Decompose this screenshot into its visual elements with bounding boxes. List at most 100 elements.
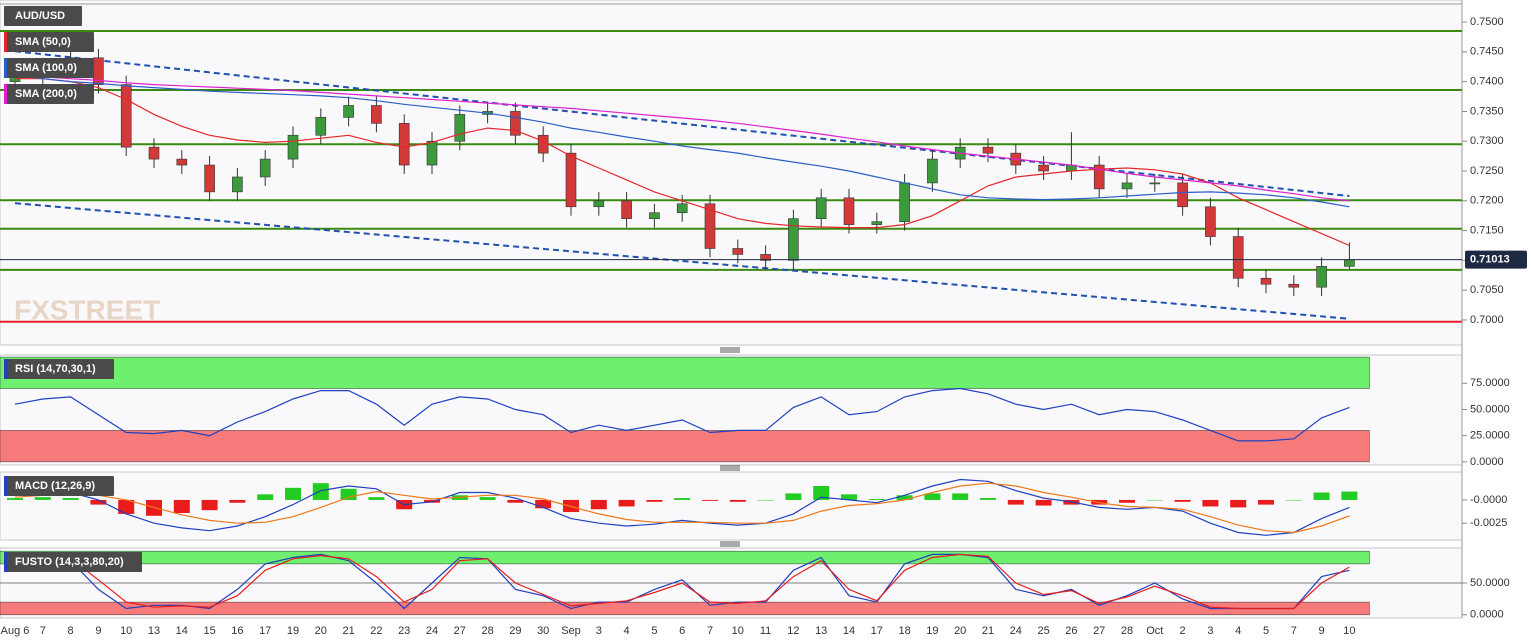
candle-body <box>148 146 160 160</box>
series-line <box>14 553 1350 610</box>
legend-stripe <box>4 359 7 379</box>
y-tick-label: 75.0000 <box>1470 377 1510 389</box>
x-tick-label: 14 <box>176 625 188 637</box>
candle-body <box>510 111 521 136</box>
candle-body <box>1232 236 1244 279</box>
x-tick-label: 18 <box>898 625 910 637</box>
x-tick-label: 21 <box>982 625 994 637</box>
trendline <box>14 50 1350 198</box>
x-tick-label: 19 <box>926 625 938 637</box>
candle-body <box>1344 259 1355 267</box>
histogram-bar <box>118 499 135 514</box>
candle-body <box>1177 182 1188 208</box>
x-tick-label: 19 <box>287 625 299 637</box>
histogram-bar <box>1146 499 1163 501</box>
x-tick-label: 14 <box>843 625 855 637</box>
x-tick-label: Oct <box>1146 625 1163 637</box>
last-price-box <box>1465 250 1527 269</box>
x-tick-label: 6 <box>679 625 685 637</box>
legend-label: FUSTO (14,3,3,80,20) <box>15 556 124 568</box>
x-tick-label: 7 <box>1291 625 1297 637</box>
series-line <box>14 482 1350 534</box>
candle-body <box>760 254 771 261</box>
legend-label: SMA (200,0) <box>15 88 77 100</box>
y-tick-label: 50.0000 <box>1470 403 1510 415</box>
candle-body <box>843 197 855 225</box>
candle-body <box>649 212 660 219</box>
legend-label: SMA (100,0) <box>15 62 77 74</box>
legend-box <box>4 32 94 52</box>
y-tick-label: 0.7450 <box>1470 46 1504 58</box>
main-panel <box>0 0 1463 346</box>
x-tick-label: 17 <box>871 625 883 637</box>
legend-label: MACD (12,26,9) <box>15 480 95 492</box>
candle-body <box>1205 206 1216 237</box>
histogram-bar <box>1341 491 1358 500</box>
x-tick-label: 10 <box>732 625 744 637</box>
legend-box <box>4 552 142 572</box>
histogram-bar <box>896 495 913 500</box>
candle-body <box>1038 164 1049 172</box>
histogram-bar <box>1258 499 1274 505</box>
x-tick-label: 10 <box>120 625 132 637</box>
histogram-bar <box>368 497 385 500</box>
histogram-bar <box>7 498 23 500</box>
legend-box <box>4 6 82 26</box>
histogram-bar <box>507 499 524 503</box>
histogram-bar <box>257 494 274 500</box>
candle-body <box>1149 182 1161 185</box>
candle-body <box>982 146 994 154</box>
histogram-bar <box>62 498 79 500</box>
candle-body <box>1093 164 1105 190</box>
series-line <box>15 78 1350 247</box>
y-tick-label: 50.0000 <box>1470 577 1510 589</box>
x-tick-label: 5 <box>1263 625 1269 637</box>
candle-body <box>676 203 688 214</box>
legend-stripe <box>4 476 7 496</box>
zone-band <box>0 356 1370 389</box>
x-tick-label: 20 <box>954 625 966 637</box>
x-tick-label: Sep <box>561 625 581 637</box>
x-tick-label: 3 <box>596 625 602 637</box>
y-tick-label: -0.0000 <box>1470 494 1507 506</box>
x-tick-label: 16 <box>231 625 243 637</box>
candle-body <box>871 221 883 225</box>
series-line <box>14 387 1350 442</box>
x-tick-label: 22 <box>370 625 382 637</box>
histogram-bar <box>757 499 774 501</box>
histogram-bar <box>785 493 802 500</box>
histogram-bar <box>340 488 357 500</box>
y-tick-label: 0.7050 <box>1470 284 1504 296</box>
y-tick-label: 0.7200 <box>1470 195 1504 207</box>
candle-body <box>398 123 410 166</box>
candle-body <box>287 134 299 160</box>
x-tick-label: 23 <box>398 625 410 637</box>
y-tick-label: 0.7350 <box>1470 105 1504 117</box>
histogram-bar <box>702 499 718 501</box>
y-tick-label: -0.0025 <box>1470 517 1507 529</box>
candle-body <box>343 105 354 118</box>
candle-body <box>1288 283 1300 288</box>
histogram-bar <box>729 499 746 502</box>
x-tick-label: 10 <box>1343 625 1355 637</box>
legend-label: AUD/USD <box>15 10 65 22</box>
histogram-bar <box>813 485 830 500</box>
x-tick-label: Aug 6 <box>1 625 30 637</box>
histogram-bar <box>1285 499 1302 501</box>
histogram-bar <box>90 499 107 505</box>
x-tick-label: 3 <box>1207 625 1213 637</box>
x-tick-label: 11 <box>760 625 771 637</box>
histogram-bar <box>1007 499 1024 505</box>
candle-body <box>371 105 382 124</box>
candle-body <box>537 134 549 154</box>
histogram-bar <box>924 493 941 500</box>
candle-body <box>1121 182 1133 190</box>
legend-label: SMA (50,0) <box>15 36 71 48</box>
series-line <box>14 75 1350 208</box>
histogram-bar <box>1313 492 1330 500</box>
candle-body <box>788 218 799 261</box>
candle-body <box>315 117 327 136</box>
zone-band <box>0 430 1370 463</box>
x-tick-label: 29 <box>509 625 521 637</box>
